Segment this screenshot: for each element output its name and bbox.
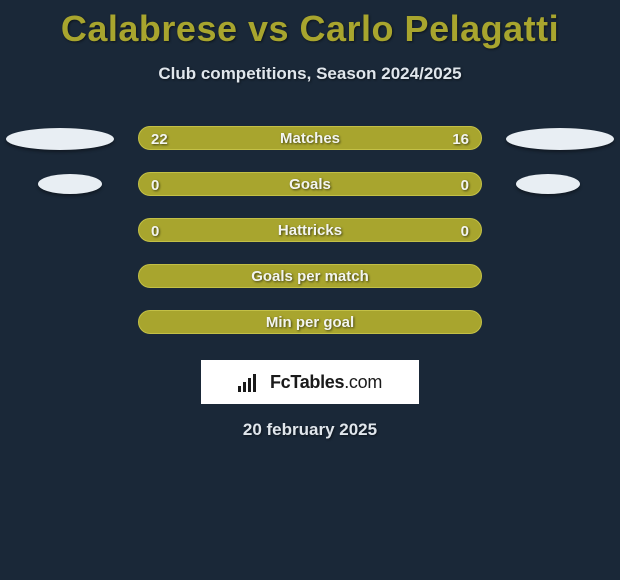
left-ellipse	[6, 128, 114, 150]
stat-bar: Min per goal	[138, 310, 482, 334]
stat-rows: 22 Matches 16 0 Goals 0 0 Hattricks 0 Goals per m…	[0, 122, 620, 352]
subtitle: Club competitions, Season 2024/2025	[0, 64, 620, 84]
right-ellipse	[506, 128, 614, 150]
stat-label: Goals	[289, 176, 331, 193]
stat-bar: Goals per match	[138, 264, 482, 288]
stat-row: 0 Goals 0	[0, 168, 620, 214]
stat-bar: 22 Matches 16	[138, 126, 482, 150]
stat-right-value: 16	[452, 127, 469, 151]
bar-chart-icon	[238, 372, 264, 392]
stat-right-value: 0	[461, 219, 469, 243]
brand-badge: FcTables.com	[201, 360, 419, 404]
stat-row: Goals per match	[0, 260, 620, 306]
stat-bar: 0 Hattricks 0	[138, 218, 482, 242]
stat-right-value: 0	[461, 173, 469, 197]
stat-bar: 0 Goals 0	[138, 172, 482, 196]
stat-row: Min per goal	[0, 306, 620, 352]
stat-left-value: 0	[151, 219, 159, 243]
page-title: Calabrese vs Carlo Pelagatti	[0, 0, 620, 50]
brand-text: FcTables.com	[270, 372, 382, 393]
right-ellipse	[516, 174, 580, 194]
stat-label: Matches	[280, 130, 340, 147]
date-label: 20 february 2025	[0, 420, 620, 440]
stat-row: 22 Matches 16	[0, 122, 620, 168]
stat-label: Goals per match	[251, 268, 369, 285]
brand-suffix: .com	[344, 372, 382, 392]
stat-left-value: 22	[151, 127, 168, 151]
left-ellipse	[38, 174, 102, 194]
stat-label: Hattricks	[278, 222, 342, 239]
stat-row: 0 Hattricks 0	[0, 214, 620, 260]
stat-label: Min per goal	[266, 314, 354, 331]
brand-name: FcTables	[270, 372, 344, 392]
stat-left-value: 0	[151, 173, 159, 197]
